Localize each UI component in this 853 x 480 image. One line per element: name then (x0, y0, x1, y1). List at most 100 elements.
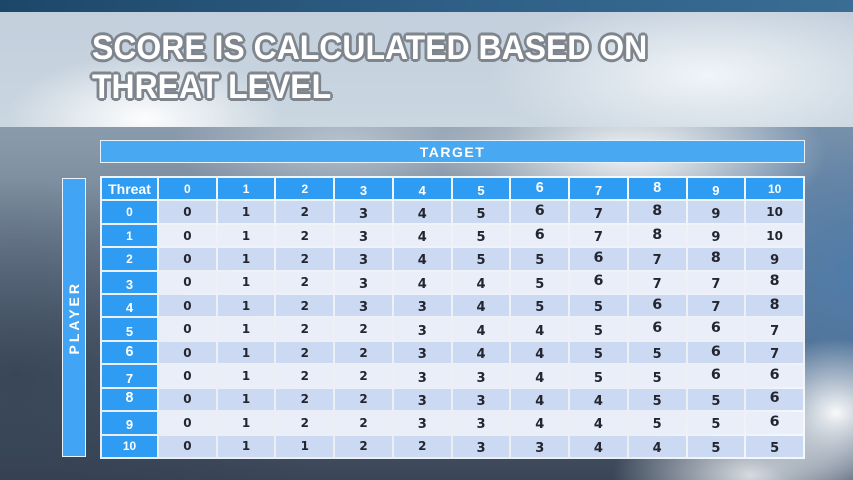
score-cell: 6 (570, 271, 627, 294)
score-cell: 5 (511, 295, 569, 317)
score-cell: 2 (276, 412, 334, 434)
score-cell: 2 (276, 224, 334, 247)
score-cell: 6 (746, 365, 803, 387)
score-cell: 6 (511, 224, 569, 247)
top-accent-strip (0, 0, 853, 12)
score-cell: 7 (628, 271, 686, 294)
score-cell: 1 (276, 435, 334, 457)
score-cell: 2 (276, 295, 334, 317)
player-row-header: 1 (102, 224, 157, 247)
score-cell: 2 (276, 388, 334, 411)
target-column-header: 6 (511, 178, 569, 200)
score-cell: 3 (452, 388, 510, 411)
score-cell: 5 (628, 365, 686, 387)
score-cell: 4 (452, 318, 510, 340)
score-cell: 3 (335, 295, 392, 317)
score-cell: 5 (746, 435, 803, 457)
score-cell: 2 (335, 318, 392, 340)
score-cell: 1 (217, 271, 275, 294)
score-cell: 5 (687, 388, 745, 411)
score-cell: 0 (159, 295, 216, 317)
score-cell: 2 (335, 341, 392, 364)
score-cell: 4 (511, 388, 569, 411)
score-cell: 9 (687, 201, 745, 223)
score-cell: 1 (217, 388, 275, 411)
target-axis-label: TARGET (419, 143, 486, 160)
score-cell: 0 (159, 271, 216, 294)
score-cell: 3 (452, 435, 510, 457)
score-cell: 4 (511, 412, 569, 434)
target-column-header: 8 (628, 178, 686, 200)
score-cell: 1 (217, 365, 275, 387)
score-cell: 3 (393, 412, 451, 434)
player-row-header: 3 (102, 271, 157, 294)
score-cell: 2 (335, 412, 392, 434)
score-cell: 8 (746, 295, 803, 317)
target-column-header: 0 (159, 178, 216, 200)
score-cell: 8 (687, 248, 745, 270)
score-cell: 9 (687, 224, 745, 247)
score-cell: 5 (570, 341, 627, 364)
score-cell: 6 (628, 295, 686, 317)
score-cell: 0 (159, 388, 216, 411)
score-cell: 3 (335, 224, 392, 247)
target-column-header: 1 (217, 178, 275, 200)
score-cell: 3 (452, 412, 510, 434)
score-cell: 6 (687, 341, 745, 364)
score-cell: 1 (217, 318, 275, 340)
score-cell: 5 (628, 341, 686, 364)
score-cell: 2 (276, 341, 334, 364)
target-column-header: 3 (335, 178, 392, 200)
score-cell: 4 (452, 271, 510, 294)
player-row-header: 8 (102, 388, 157, 411)
score-cell: 0 (159, 224, 216, 247)
score-cell: 1 (217, 224, 275, 247)
score-cell: 7 (687, 271, 745, 294)
player-axis-bar: PLAYER (62, 178, 86, 457)
target-column-header: 9 (687, 178, 745, 200)
score-cell: 7 (628, 248, 686, 270)
score-cell: 2 (276, 248, 334, 270)
target-column-header: 2 (276, 178, 334, 200)
score-cell: 3 (393, 341, 451, 364)
slide-title-line-1: SCORE IS CALCULATED BASED ON (92, 29, 648, 67)
player-row-header: 7 (102, 365, 157, 387)
player-row-header: 2 (102, 248, 157, 270)
score-cell: 2 (335, 435, 392, 457)
score-cell: 5 (511, 271, 569, 294)
score-cell: 2 (276, 271, 334, 294)
player-row-header: 4 (102, 295, 157, 317)
score-cell: 4 (511, 365, 569, 387)
score-table: Threat 0 1 2 3 4 5 6 7 8 9 1 0 0 0 1 2 3 4 5 6 7 8 9 1 0 1 0 1 2 3 4 5 6 7… (100, 176, 805, 459)
score-cell: 1 (217, 341, 275, 364)
score-cell: 4 (570, 388, 627, 411)
score-cell: 3 (393, 388, 451, 411)
score-cell: 4 (511, 341, 569, 364)
score-cell: 8 (628, 201, 686, 223)
score-cell: 3 (335, 271, 392, 294)
score-cell: 4 (511, 318, 569, 340)
score-cell: 8 (628, 224, 686, 247)
score-cell: 7 (570, 201, 627, 223)
score-cell: 5 (628, 412, 686, 434)
score-cell: 6 (570, 248, 627, 270)
score-cell: 0 (159, 248, 216, 270)
score-cell: 2 (276, 201, 334, 223)
score-cell: 6 (511, 201, 569, 223)
score-cell: 5 (452, 224, 510, 247)
score-cell: 0 (159, 318, 216, 340)
score-cell: 4 (393, 224, 451, 247)
score-cell: 1 (217, 248, 275, 270)
score-cell: 9 (746, 248, 803, 270)
score-cell: 4 (628, 435, 686, 457)
score-cell: 0 (159, 365, 216, 387)
score-cell: 5 (687, 435, 745, 457)
score-cell: 6 (687, 365, 745, 387)
score-cell: 0 (159, 412, 216, 434)
score-cell: 4 (452, 341, 510, 364)
score-cell: 5 (452, 201, 510, 223)
score-cell: 5 (570, 318, 627, 340)
